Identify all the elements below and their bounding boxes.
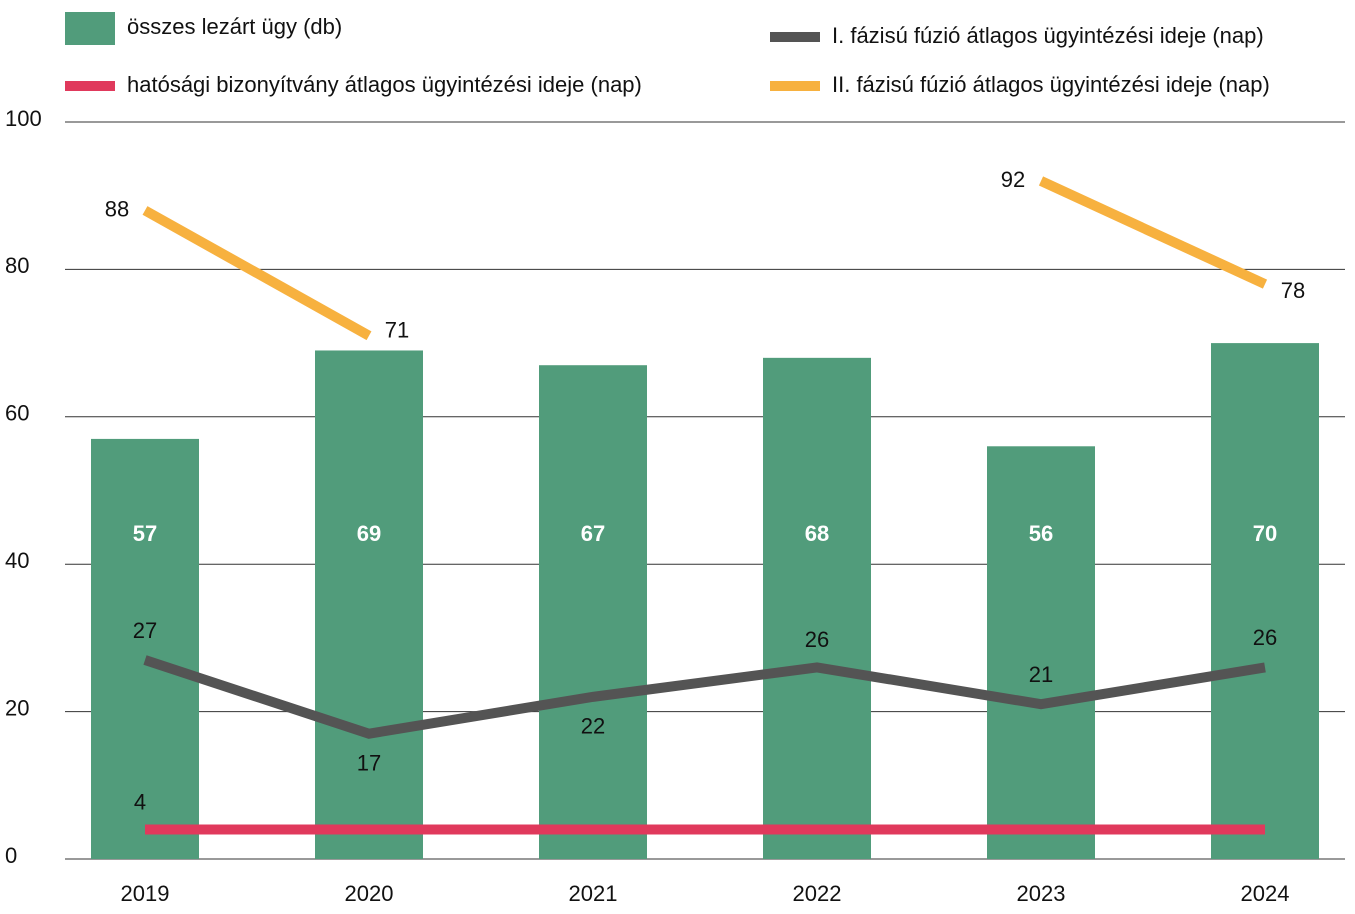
legend-label: II. fázisú fúzió átlagos ügyintézési ide… <box>832 72 1270 97</box>
bar <box>763 357 871 859</box>
bar <box>91 438 199 859</box>
y-tick-label: 80 <box>5 253 29 278</box>
x-tick-label: 2024 <box>1241 881 1290 906</box>
bar <box>539 365 647 859</box>
bar-value-label: 57 <box>133 521 157 546</box>
line-value-label: 92 <box>1001 167 1025 192</box>
x-tick-label: 2019 <box>121 881 170 906</box>
y-tick-label: 20 <box>5 695 29 720</box>
line-series <box>142 206 372 341</box>
bar-value-label: 69 <box>357 521 381 546</box>
bar-value-label: 70 <box>1253 521 1277 546</box>
line-value-label: 88 <box>105 196 129 221</box>
bar-value-label: 56 <box>1029 521 1053 546</box>
legend-label: I. fázisú fúzió átlagos ügyintézési idej… <box>832 23 1264 48</box>
line-value-label: 26 <box>1253 625 1277 650</box>
y-tick-label: 60 <box>5 401 29 426</box>
legend-swatch <box>65 12 115 45</box>
x-tick-label: 2023 <box>1017 881 1066 906</box>
line-value-label: 21 <box>1029 662 1053 687</box>
y-tick-label: 100 <box>5 106 42 131</box>
bar <box>315 350 423 859</box>
bar <box>987 446 1095 859</box>
bar <box>1211 343 1319 860</box>
line-series <box>1038 176 1268 289</box>
x-tick-label: 2021 <box>569 881 618 906</box>
legend-label: összes lezárt ügy (db) <box>127 14 342 39</box>
y-tick-label: 0 <box>5 843 17 868</box>
line-value-label: 22 <box>581 714 605 739</box>
line-value-label: 26 <box>805 627 829 652</box>
x-tick-label: 2020 <box>345 881 394 906</box>
y-tick-label: 40 <box>5 548 29 573</box>
line-value-label: 71 <box>385 318 409 343</box>
line-series <box>143 655 1266 739</box>
bar-value-label: 67 <box>581 521 605 546</box>
legend-label: hatósági bizonyítvány átlagos ügyintézés… <box>127 72 642 97</box>
line-value-label: 4 <box>134 789 146 814</box>
x-tick-label: 2022 <box>793 881 842 906</box>
bar-value-label: 68 <box>805 521 829 546</box>
line-value-label: 78 <box>1281 278 1305 303</box>
line-value-label: 17 <box>357 751 381 776</box>
line-value-label: 27 <box>133 618 157 643</box>
